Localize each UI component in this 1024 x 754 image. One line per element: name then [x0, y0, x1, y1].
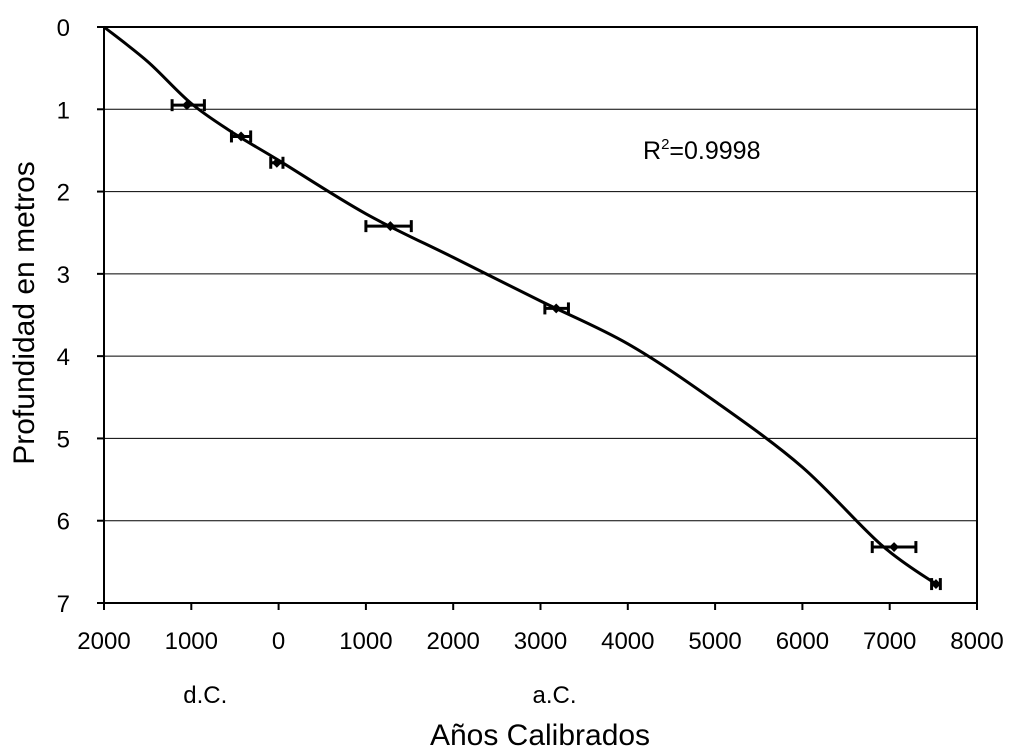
x-tick-label: 8000 [950, 628, 1003, 655]
fit-curve [103, 25, 937, 586]
r-squared-sup: 2 [661, 136, 669, 153]
data-point-7 [930, 578, 942, 591]
data-point-1 [170, 99, 206, 112]
point-marker [181, 100, 192, 111]
y-tick-label: 6 [57, 509, 70, 536]
era-labels: d.C. a.C. [183, 682, 576, 709]
x-tick-label: 1000 [165, 628, 218, 655]
x-tick-label: 5000 [688, 628, 741, 655]
point-marker [271, 157, 282, 168]
y-tick-label: 0 [57, 15, 70, 42]
data-point-5 [543, 302, 570, 315]
x-tick-label: 3000 [514, 628, 567, 655]
x-tick-label: 2000 [77, 628, 130, 655]
r-squared-annotation: R2=0.9998 [643, 136, 760, 165]
y-tick-label: 5 [57, 426, 70, 453]
data-point-4 [364, 220, 413, 233]
point-marker [889, 542, 900, 552]
y-tick-label: 3 [57, 262, 70, 289]
x-tick-label: 7000 [863, 628, 916, 655]
y-axis-title: Profundidad en metros [8, 161, 41, 465]
x-tick-label: 4000 [601, 628, 654, 655]
y-tick-label: 1 [57, 97, 70, 124]
x-tick-labels: 2000 1000 0 1000 2000 3000 4000 5000 6000 7000 800… [77, 603, 1004, 655]
point-marker [931, 579, 941, 590]
r-squared-value: =0.9998 [669, 137, 760, 165]
points-layer [170, 99, 942, 591]
r-squared-base: R [643, 137, 661, 165]
x-tick-label: 0 [272, 628, 285, 655]
grid-layer [104, 108, 977, 522]
y-tick-label: 4 [57, 344, 70, 371]
x-axis-title: Años Calibrados [430, 719, 650, 752]
point-marker [551, 303, 562, 314]
plot-frame [103, 26, 978, 604]
x-tick-label: 1000 [339, 628, 392, 655]
era-label: d.C. [183, 682, 227, 709]
y-tick-label: 7 [57, 591, 70, 618]
y-tick-labels: 0 1 2 3 4 5 6 7 [57, 15, 104, 618]
data-point-3 [269, 156, 285, 169]
data-point-6 [870, 541, 918, 554]
era-label: a.C. [532, 682, 576, 709]
x-tick-label: 6000 [776, 628, 829, 655]
y-tick-label: 2 [57, 180, 70, 207]
point-marker [385, 221, 396, 232]
point-marker [236, 131, 247, 142]
data-point-2 [229, 130, 253, 143]
x-tick-label: 2000 [427, 628, 480, 655]
